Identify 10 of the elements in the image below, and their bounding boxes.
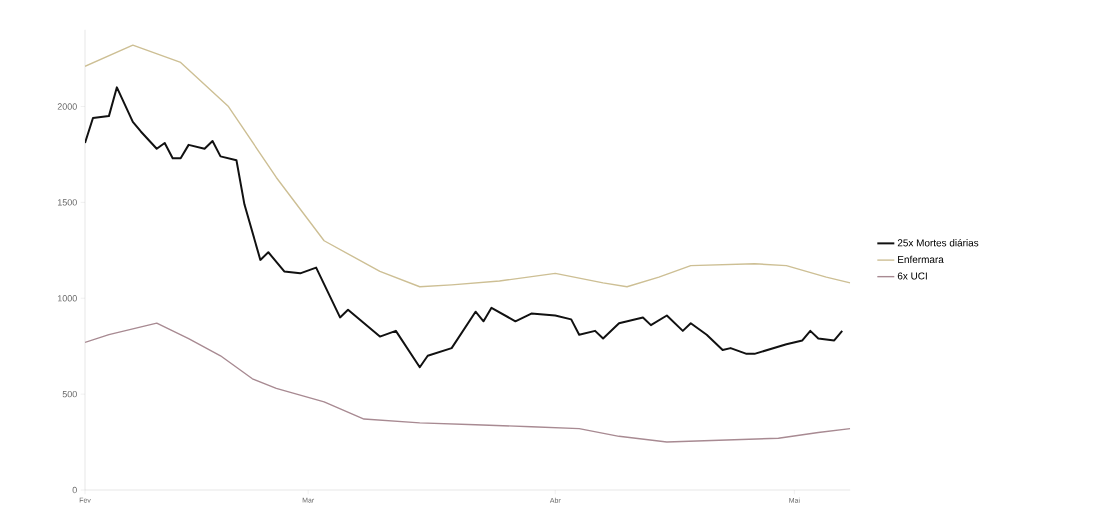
y-tick-label: 500	[62, 390, 77, 398]
y-tick-label: 1000	[57, 295, 77, 302]
legend-label: 6x UCI	[897, 272, 927, 280]
y-tick-label: 1500	[57, 199, 77, 206]
y-tick-label: 0	[72, 486, 77, 494]
line-series	[85, 86, 844, 369]
line-series	[85, 44, 851, 288]
legend-label: Enfermara	[898, 255, 944, 264]
y-tick-label: 2000	[57, 103, 77, 110]
legend-label: 25x Mortes diárias	[897, 238, 979, 247]
